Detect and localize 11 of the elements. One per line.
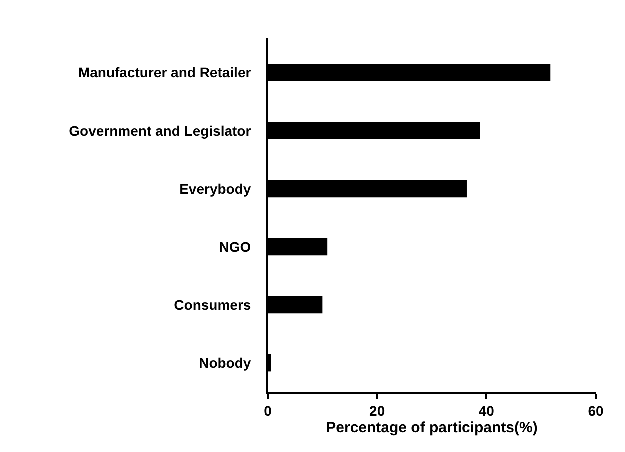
x-tick-label: 0 <box>264 402 272 419</box>
x-tick-label: 60 <box>588 402 604 419</box>
y-tick-label: Everybody <box>180 180 252 197</box>
y-tick-label: Government and Legislator <box>69 122 252 139</box>
x-tick-label: 40 <box>478 402 495 419</box>
y-tick-label: Manufacturer and Retailer <box>78 64 252 81</box>
y-tick-label: NGO <box>219 238 252 255</box>
y-tick-label: Nobody <box>199 354 252 371</box>
y-tick-label: Consumers <box>174 296 252 313</box>
x-tick-label: 20 <box>370 402 386 419</box>
x-axis-title: Percentage of participants(%) <box>326 419 538 436</box>
